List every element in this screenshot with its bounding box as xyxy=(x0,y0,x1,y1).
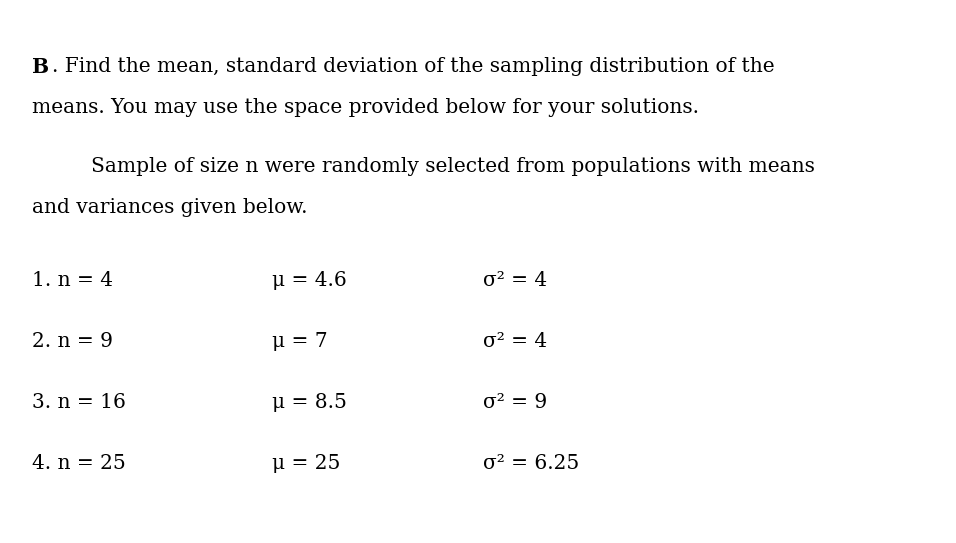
Text: and variances given below.: and variances given below. xyxy=(32,198,307,217)
Text: μ = 25: μ = 25 xyxy=(272,454,341,473)
Text: 4. n = 25: 4. n = 25 xyxy=(32,454,125,473)
Text: σ² = 4: σ² = 4 xyxy=(483,332,547,351)
Text: σ² = 9: σ² = 9 xyxy=(483,393,547,412)
Text: μ = 8.5: μ = 8.5 xyxy=(272,393,347,412)
Text: . Find the mean, standard deviation of the sampling distribution of the: . Find the mean, standard deviation of t… xyxy=(52,57,774,76)
Text: σ² = 4: σ² = 4 xyxy=(483,272,547,291)
Text: 1. n = 4: 1. n = 4 xyxy=(32,272,113,291)
Text: 3. n = 16: 3. n = 16 xyxy=(32,393,125,412)
Text: B: B xyxy=(32,57,49,77)
Text: σ² = 6.25: σ² = 6.25 xyxy=(483,454,579,473)
Text: 2. n = 9: 2. n = 9 xyxy=(32,332,113,351)
Text: means. You may use the space provided below for your solutions.: means. You may use the space provided be… xyxy=(32,98,699,117)
Text: μ = 4.6: μ = 4.6 xyxy=(272,272,347,291)
Text: μ = 7: μ = 7 xyxy=(272,332,328,351)
Text: Sample of size n were randomly selected from populations with means: Sample of size n were randomly selected … xyxy=(91,157,815,176)
